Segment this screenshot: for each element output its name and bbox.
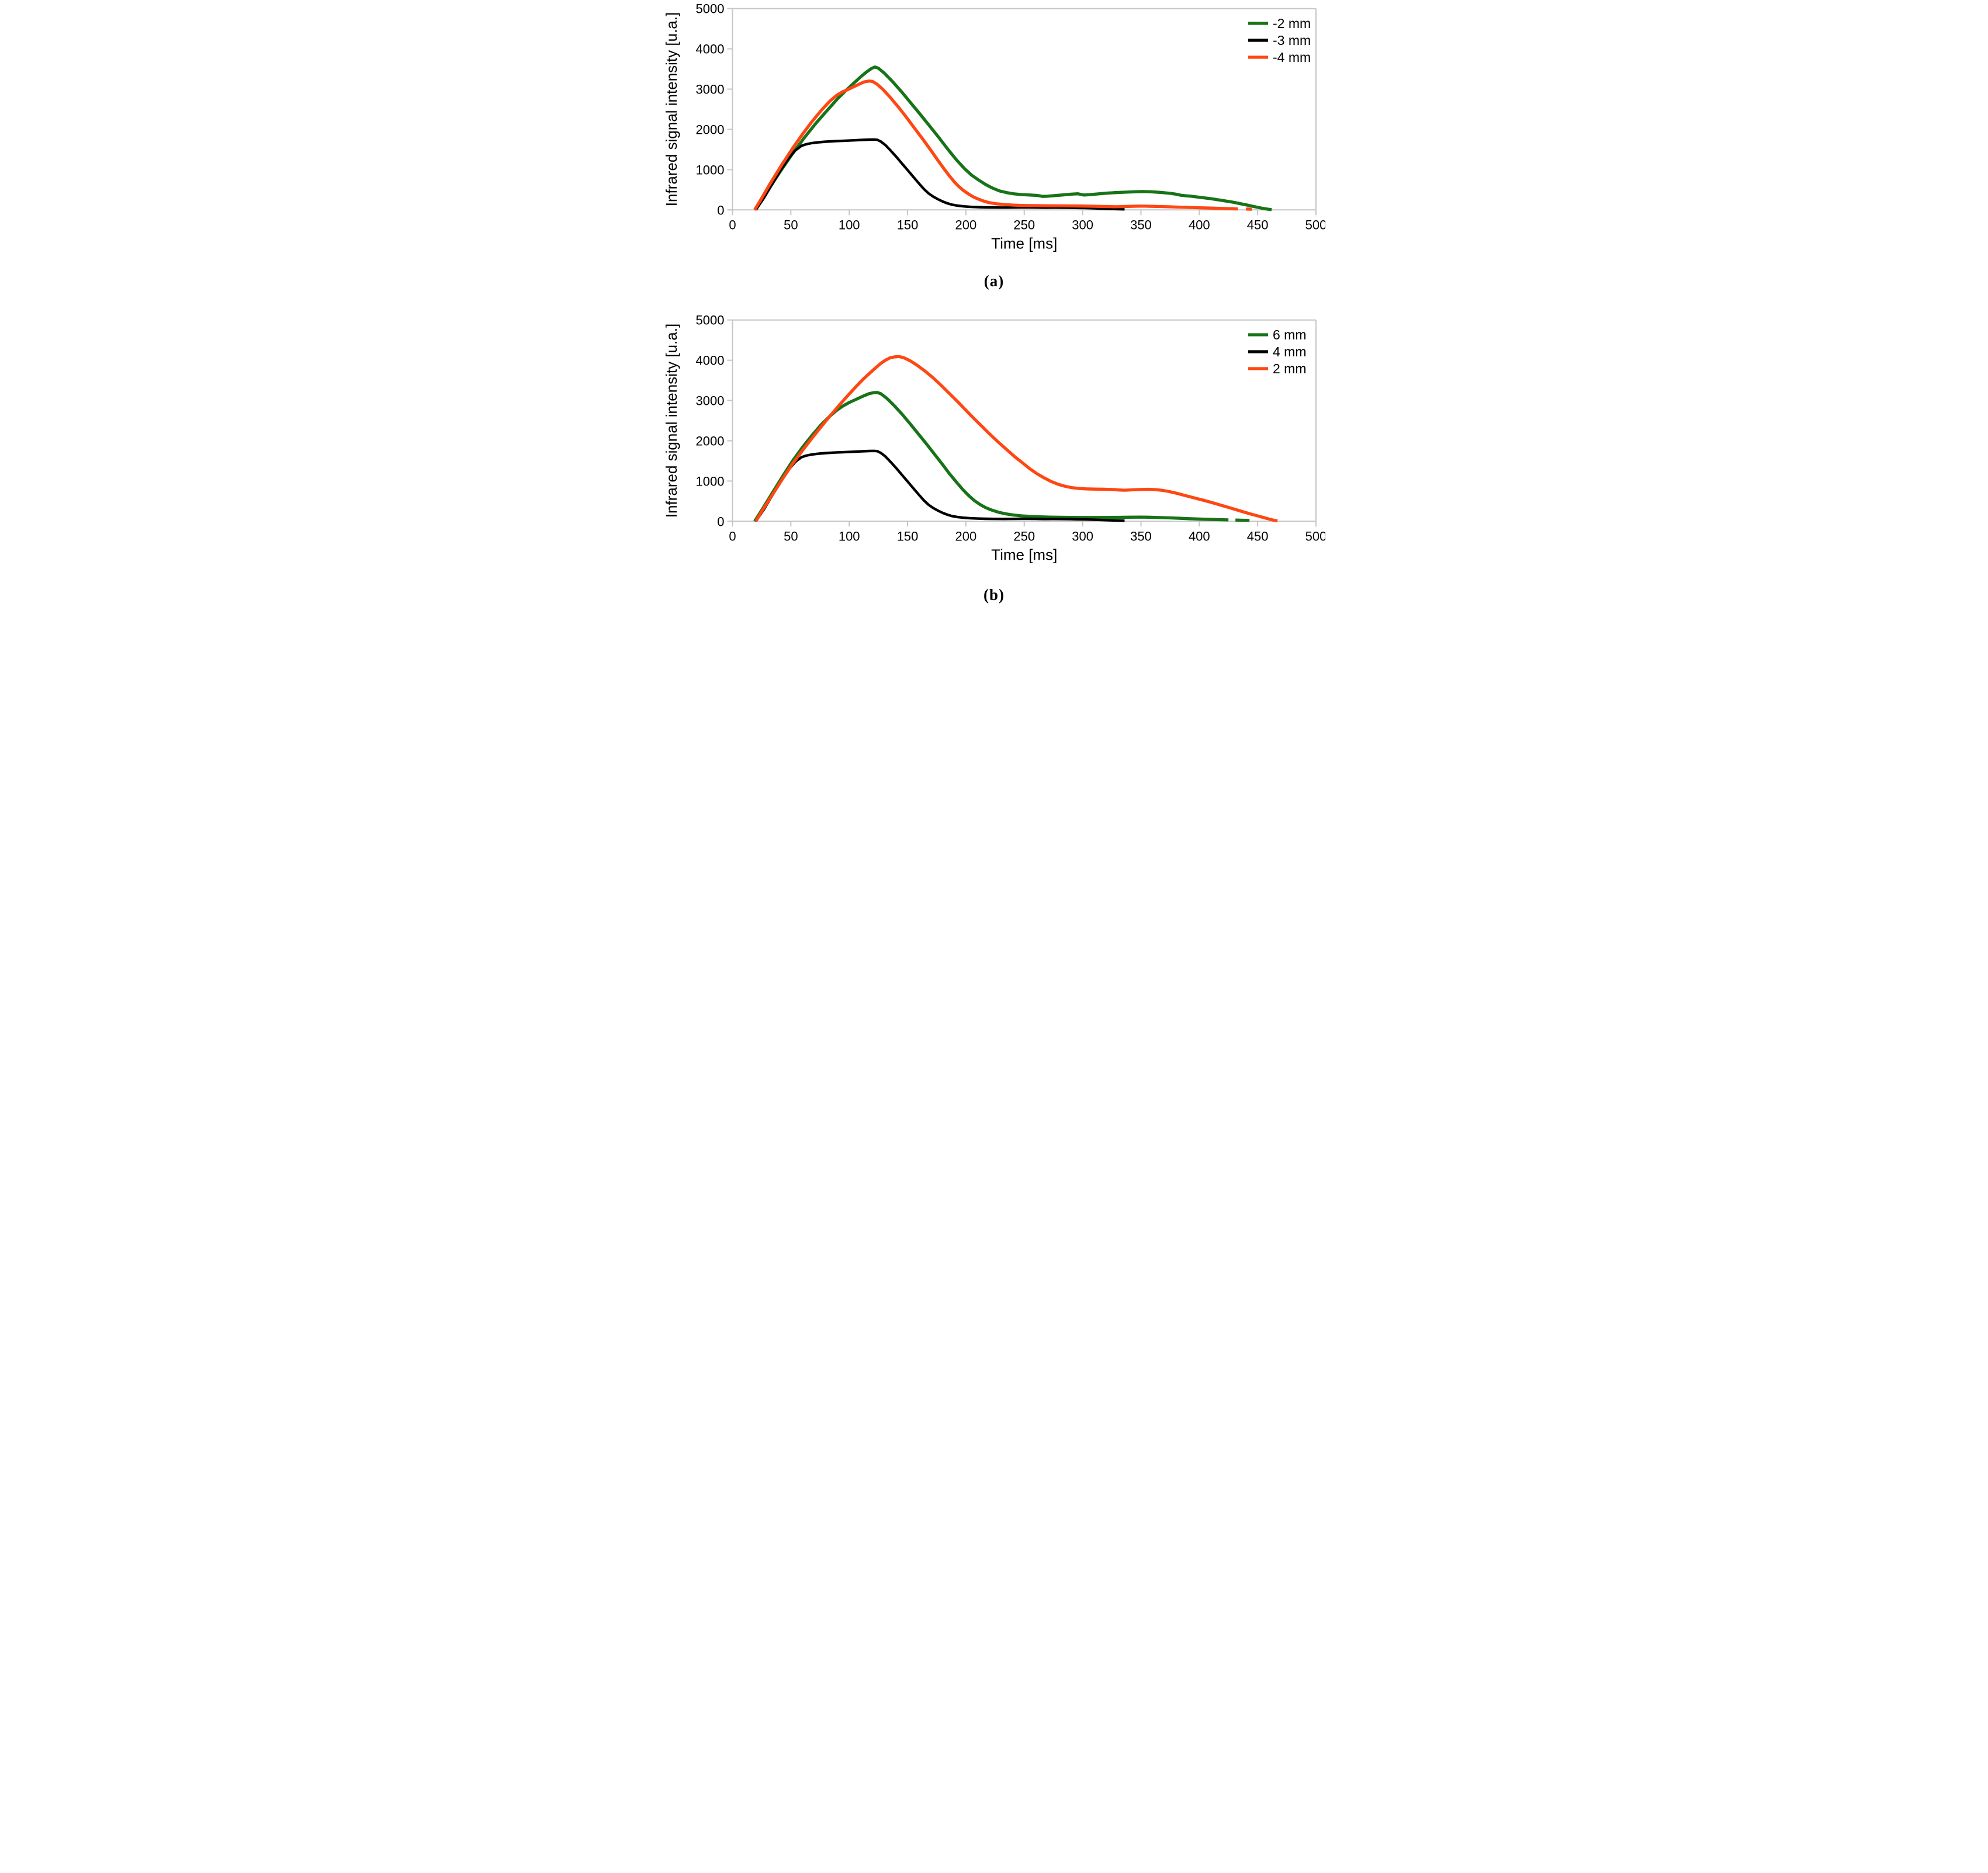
- legend-label: -2 mm: [1273, 16, 1311, 31]
- x-tick-label: 200: [955, 529, 977, 543]
- x-tick-label: 500: [1305, 217, 1325, 232]
- series-line-6-mm: [1235, 518, 1250, 522]
- x-tick-label: 300: [1072, 529, 1093, 543]
- x-tick-label: 450: [1247, 217, 1269, 232]
- x-tick-label: 450: [1247, 529, 1269, 543]
- y-tick-label: 1000: [696, 162, 725, 177]
- y-tick-label: 0: [717, 514, 724, 529]
- x-tick-label: 100: [839, 217, 860, 232]
- y-tick-label: 5000: [696, 313, 725, 328]
- x-tick-label: 150: [897, 217, 919, 232]
- legend-label: 4 mm: [1273, 344, 1307, 359]
- y-tick-label: 2000: [696, 433, 725, 448]
- legend-label: -4 mm: [1273, 50, 1311, 65]
- y-tick-label: 1000: [696, 474, 725, 488]
- x-tick-label: 300: [1072, 217, 1093, 232]
- x-tick-label: 0: [729, 217, 736, 232]
- y-tick-label: 0: [717, 203, 724, 217]
- panel-a: 0 1000 2000 3000 4000 5000 0 50 100 150 200 250 300 3…: [663, 0, 1325, 264]
- y-tick-label: 4000: [696, 353, 725, 368]
- x-tick-label: 200: [955, 217, 977, 232]
- panel-gap: [663, 296, 1325, 311]
- y-tick-label: 3000: [696, 394, 725, 408]
- series-line--2-mm: [753, 65, 1272, 211]
- legend-label: 2 mm: [1273, 361, 1307, 376]
- x-tick-label: 250: [1013, 217, 1035, 232]
- series-line-6-mm: [753, 391, 1229, 522]
- panel-a-chart: 0 1000 2000 3000 4000 5000 0 50 100 150 200 250 300 3…: [663, 2, 1325, 252]
- legend-label: -3 mm: [1273, 33, 1311, 48]
- y-axis-title: Infrared signal intensity [u.a.]: [663, 324, 680, 518]
- series-line--4-mm: [753, 79, 1238, 211]
- x-tick-label: 350: [1130, 217, 1152, 232]
- x-tick-label: 250: [1013, 529, 1035, 543]
- x-tick-label: 50: [784, 529, 798, 543]
- x-axis-title: Time [ms]: [991, 234, 1057, 252]
- legend-label: 6 mm: [1273, 327, 1307, 342]
- panel-b: 0 1000 2000 3000 4000 5000 0 50 100 150 200 250 300 3…: [663, 311, 1325, 575]
- y-axis-title: Infrared signal intensity [u.a.]: [663, 12, 680, 206]
- x-tick-label: 50: [784, 217, 798, 232]
- series-line--3-mm: [754, 138, 1125, 211]
- panel-b-chart: 0 1000 2000 3000 4000 5000 0 50 100 150 200 250 300 3…: [663, 313, 1325, 564]
- y-tick-label: 3000: [696, 82, 725, 97]
- x-tick-label: 500: [1305, 529, 1325, 543]
- x-tick-label: 100: [839, 529, 860, 543]
- y-tick-label: 2000: [696, 122, 725, 137]
- x-tick-label: 400: [1189, 217, 1210, 232]
- y-tick-label: 5000: [696, 2, 725, 16]
- x-tick-label: 400: [1189, 529, 1210, 543]
- x-tick-label: 350: [1130, 529, 1152, 543]
- x-tick-label: 150: [897, 529, 919, 543]
- x-tick-label: 0: [729, 529, 736, 543]
- series-line-4-mm: [754, 449, 1125, 522]
- caption-a: (a): [983, 272, 1005, 290]
- series-line-2-mm: [754, 355, 1278, 523]
- x-axis-title: Time [ms]: [991, 546, 1057, 563]
- caption-b: (b): [983, 586, 1005, 603]
- figure: 0 1000 2000 3000 4000 5000 0 50 100 150 200 250 300 3…: [663, 0, 1325, 604]
- y-tick-label: 4000: [696, 42, 725, 57]
